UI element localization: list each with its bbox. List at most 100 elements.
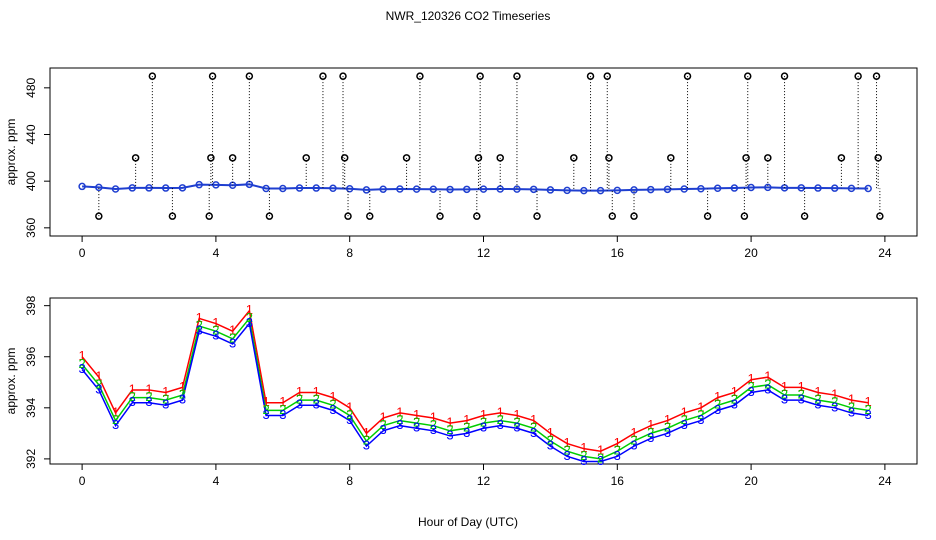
point-marker: 2: [564, 443, 571, 458]
point-marker: 1: [179, 379, 186, 394]
point-marker: 1: [129, 381, 136, 396]
data-point: [295, 184, 304, 192]
x-axis-label: Hour of Day (UTC): [418, 515, 518, 529]
data-point: [608, 212, 617, 220]
data-point: [205, 212, 213, 220]
point-marker: 2: [614, 443, 621, 458]
data-point: [131, 154, 140, 162]
point-marker: 2: [179, 386, 186, 401]
point-marker: 3: [747, 384, 754, 399]
data-point: [586, 72, 595, 80]
data-point: [533, 212, 541, 220]
point-marker: 3: [848, 404, 855, 419]
point-marker: 3: [714, 402, 721, 417]
point-marker: 3: [279, 407, 286, 422]
x-tick-label: 24: [878, 246, 892, 260]
data-point: [570, 154, 578, 162]
data-point: [874, 154, 882, 162]
point-marker: 3: [329, 402, 336, 417]
point-marker: 3: [145, 394, 152, 409]
point-marker: 1: [363, 425, 370, 440]
point-marker: 2: [814, 392, 821, 407]
point-marker: 2: [346, 407, 353, 422]
point-marker: 1: [95, 369, 102, 384]
point-marker: 3: [664, 425, 671, 440]
data-point: [596, 186, 605, 195]
point-marker: 1: [630, 425, 637, 440]
data-point: [747, 183, 755, 192]
data-point: [265, 212, 274, 220]
data-point: [742, 154, 750, 162]
point-marker: 1: [329, 389, 336, 404]
point-marker: 2: [262, 402, 269, 417]
data-point: [730, 184, 739, 192]
plot-frame: [49, 67, 918, 237]
point-marker: 1: [764, 369, 771, 384]
point-marker: 2: [681, 412, 688, 427]
data-point: [479, 185, 488, 193]
point-marker: 3: [564, 448, 571, 463]
point-marker: 3: [480, 420, 487, 435]
point-marker: 1: [848, 392, 855, 407]
point-marker: 1: [229, 323, 236, 338]
point-marker: 1: [212, 315, 219, 330]
point-marker: 2: [95, 376, 102, 391]
point-marker: 2: [530, 420, 537, 435]
point-marker: 3: [681, 417, 688, 432]
data-point: [446, 185, 454, 194]
point-marker: 1: [697, 399, 704, 414]
point-marker: 1: [463, 412, 470, 427]
series-line: [81, 309, 869, 453]
x-tick-label: 20: [744, 246, 758, 260]
point-marker: 3: [630, 438, 637, 453]
data-point: [603, 72, 612, 80]
point-marker: 3: [380, 422, 387, 437]
data-point: [245, 72, 254, 80]
point-marker: 2: [413, 415, 420, 430]
x-tick-label: 20: [744, 474, 758, 488]
data-point: [396, 185, 404, 193]
point-marker: 2: [764, 376, 771, 391]
point-marker: 1: [798, 379, 805, 394]
y-tick-label: 360: [24, 218, 38, 238]
point-marker: 2: [196, 318, 203, 333]
point-marker: 2: [865, 402, 872, 417]
y-tick-label: 440: [24, 124, 38, 144]
data-point: [329, 184, 337, 193]
point-marker: 1: [831, 386, 838, 401]
point-marker: 3: [731, 397, 738, 412]
point-marker: 3: [363, 438, 370, 453]
data-point: [800, 212, 809, 220]
point-marker: 1: [580, 440, 587, 455]
x-tick-label: 24: [878, 474, 892, 488]
x-tick-label: 12: [477, 474, 491, 488]
point-marker: 2: [463, 420, 470, 435]
data-point: [208, 72, 217, 80]
point-marker: 3: [798, 392, 805, 407]
point-marker: 3: [129, 394, 136, 409]
point-marker: 3: [831, 399, 838, 414]
x-tick-label: 8: [346, 246, 353, 260]
point-marker: 2: [279, 402, 286, 417]
data-point: [228, 154, 237, 162]
point-marker: 3: [463, 425, 470, 440]
data-point: [680, 185, 688, 193]
point-marker: 1: [547, 425, 554, 440]
x-tick-label: 4: [213, 246, 220, 260]
point-marker: 3: [196, 323, 203, 338]
data-point: [780, 72, 789, 80]
point-marker: 2: [396, 412, 403, 427]
point-marker: 2: [781, 386, 788, 401]
point-marker: 2: [78, 356, 85, 371]
point-marker: 1: [681, 404, 688, 419]
y-tick-label: 396: [24, 346, 38, 366]
point-marker: 3: [697, 412, 704, 427]
x-tick-label: 0: [79, 246, 86, 260]
data-point: [697, 185, 705, 193]
x-tick-label: 16: [611, 474, 625, 488]
point-marker: 3: [78, 361, 85, 376]
point-marker: 1: [78, 348, 85, 363]
point-marker: 2: [480, 415, 487, 430]
y-tick-label: 400: [24, 171, 38, 191]
